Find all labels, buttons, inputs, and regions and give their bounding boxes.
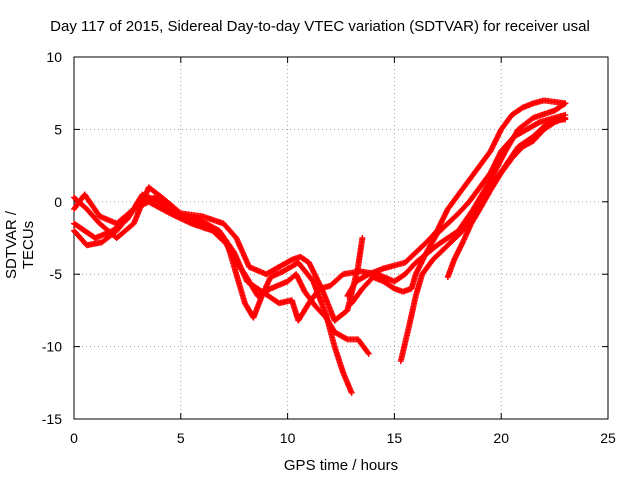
y-tick-label: -15 <box>42 411 62 427</box>
data-point <box>562 114 569 121</box>
series-track-8 <box>444 114 569 281</box>
x-tick-label: 20 <box>493 430 509 446</box>
data-point <box>287 257 294 264</box>
data-point <box>343 335 350 342</box>
y-axis-label: SDTVAR / TECUs <box>3 210 37 280</box>
plot-frame <box>73 56 609 420</box>
data-point <box>535 119 542 126</box>
axis-ticks: 0 5 10 15 20 25 10 5 0 -5 -10 -15 <box>42 49 616 446</box>
data-point <box>364 349 371 356</box>
series-track-7 <box>397 116 569 365</box>
y-tick-label: 5 <box>54 121 62 137</box>
y-tick-label: 10 <box>46 49 62 65</box>
chart-title: Day 117 of 2015, Sidereal Day-to-day VTE… <box>50 18 590 35</box>
data-point <box>348 389 355 396</box>
series-track-4 <box>71 100 569 324</box>
series-track-5 <box>344 97 569 299</box>
x-tick-label: 0 <box>70 430 78 446</box>
x-axis-label: GPS time / hours <box>283 457 399 474</box>
y-tick-label: 0 <box>54 194 62 210</box>
data-point <box>359 235 366 241</box>
x-tick-label: 25 <box>600 430 616 446</box>
series-track-2 <box>71 191 372 357</box>
data-point <box>172 212 179 219</box>
x-tick-label: 10 <box>280 430 296 446</box>
x-tick-label: 5 <box>177 430 185 446</box>
y-tick-label: -10 <box>42 339 62 355</box>
data-points <box>71 97 569 396</box>
data-point <box>365 350 372 357</box>
data-point <box>562 100 569 107</box>
series-track-1 <box>71 191 355 396</box>
y-tick-label: -5 <box>50 266 63 282</box>
x-tick-label: 15 <box>387 430 403 446</box>
series-track-6 <box>348 111 569 307</box>
